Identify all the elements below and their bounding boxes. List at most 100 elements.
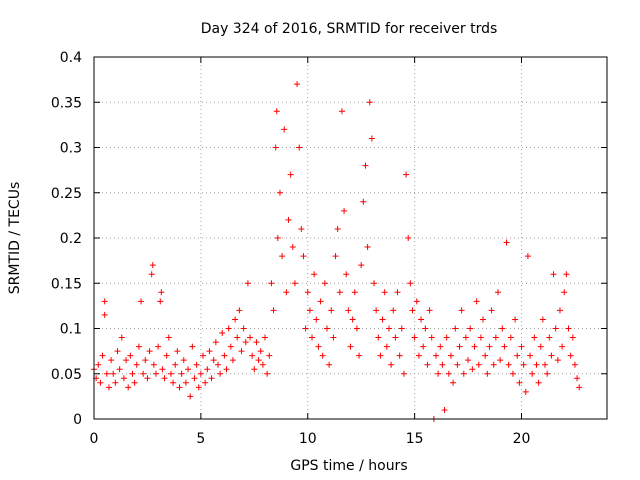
data-point	[556, 307, 563, 314]
data-point	[149, 262, 156, 269]
data-point	[202, 379, 209, 386]
data-point	[95, 361, 102, 368]
data-point	[101, 311, 108, 318]
data-point	[520, 361, 527, 368]
data-point	[441, 406, 448, 413]
data-point	[454, 361, 461, 368]
data-point	[542, 361, 549, 368]
data-point	[341, 207, 348, 214]
data-point	[259, 361, 266, 368]
data-point	[279, 253, 286, 260]
data-point	[469, 366, 476, 373]
data-point	[343, 271, 350, 278]
data-point	[238, 348, 245, 355]
data-point	[353, 325, 360, 332]
y-tick-label: 0.4	[60, 50, 82, 66]
data-point	[347, 343, 354, 350]
data-point	[133, 361, 140, 368]
data-point	[268, 280, 275, 287]
data-point	[200, 352, 207, 359]
data-point	[433, 352, 439, 359]
data-point	[148, 271, 155, 278]
data-point	[103, 370, 110, 377]
data-point	[460, 370, 467, 377]
data-point	[334, 225, 341, 232]
data-point	[503, 239, 510, 246]
data-point	[127, 352, 134, 359]
data-point	[270, 307, 277, 314]
data-point	[533, 361, 540, 368]
data-point	[385, 325, 392, 332]
data-point	[537, 343, 544, 350]
data-point	[473, 298, 480, 305]
data-point	[114, 348, 121, 355]
data-point	[422, 325, 429, 332]
data-point	[116, 366, 123, 373]
y-tick-label: 0	[73, 412, 82, 428]
data-point	[471, 343, 478, 350]
data-point	[281, 126, 288, 133]
data-point	[443, 334, 450, 341]
data-point	[240, 325, 247, 332]
data-point	[439, 361, 446, 368]
y-tick-label: 0.15	[51, 276, 82, 292]
data-point	[165, 334, 172, 341]
data-point	[212, 339, 219, 346]
data-point	[214, 361, 221, 368]
data-point	[266, 352, 273, 359]
data-point	[527, 352, 534, 359]
data-point	[546, 334, 553, 341]
data-point	[317, 298, 324, 305]
data-point	[195, 384, 202, 391]
data-point	[484, 370, 491, 377]
data-point	[140, 370, 147, 377]
y-tick-label: 0.1	[60, 322, 82, 338]
x-tick-label: 10	[299, 431, 317, 447]
data-point	[420, 343, 427, 350]
data-point	[379, 316, 386, 323]
data-point	[497, 357, 504, 364]
axis-ticks: 0 5 10 15 20 0 0.05 0.1 0.15 0.2 0.25 0.3 0.35 0.4	[51, 50, 607, 447]
x-tick-label: 5	[196, 431, 205, 447]
data-point	[97, 379, 104, 386]
data-point	[398, 325, 405, 332]
data-point	[381, 289, 388, 296]
data-point	[364, 244, 371, 251]
y-tick-label: 0.25	[51, 186, 82, 202]
data-point	[105, 384, 112, 391]
data-point	[302, 325, 309, 332]
data-point	[108, 357, 115, 364]
data-point	[262, 334, 268, 341]
data-point	[486, 343, 493, 350]
data-point	[291, 280, 298, 287]
data-point	[118, 334, 125, 341]
data-point	[550, 271, 557, 278]
data-point	[276, 189, 283, 196]
data-point	[445, 370, 452, 377]
data-point	[490, 361, 497, 368]
data-point	[518, 343, 525, 350]
data-point	[236, 307, 243, 314]
data-point	[407, 280, 414, 287]
data-point	[272, 144, 279, 151]
data-point	[488, 307, 495, 314]
data-point	[144, 375, 151, 382]
data-point	[563, 271, 570, 278]
data-point	[465, 357, 472, 364]
y-axis-label: SRMTID / TECUs	[7, 182, 23, 295]
data-point	[99, 352, 106, 359]
data-point	[477, 334, 484, 341]
data-point	[251, 366, 258, 373]
data-point	[561, 289, 568, 296]
data-point	[219, 330, 226, 337]
data-point	[531, 334, 538, 341]
data-point	[155, 343, 162, 350]
data-point	[138, 298, 145, 305]
data-point	[494, 289, 501, 296]
data-point	[146, 348, 153, 355]
data-point	[273, 108, 280, 115]
data-point	[569, 334, 576, 341]
data-point	[394, 289, 401, 296]
data-point	[403, 171, 410, 178]
